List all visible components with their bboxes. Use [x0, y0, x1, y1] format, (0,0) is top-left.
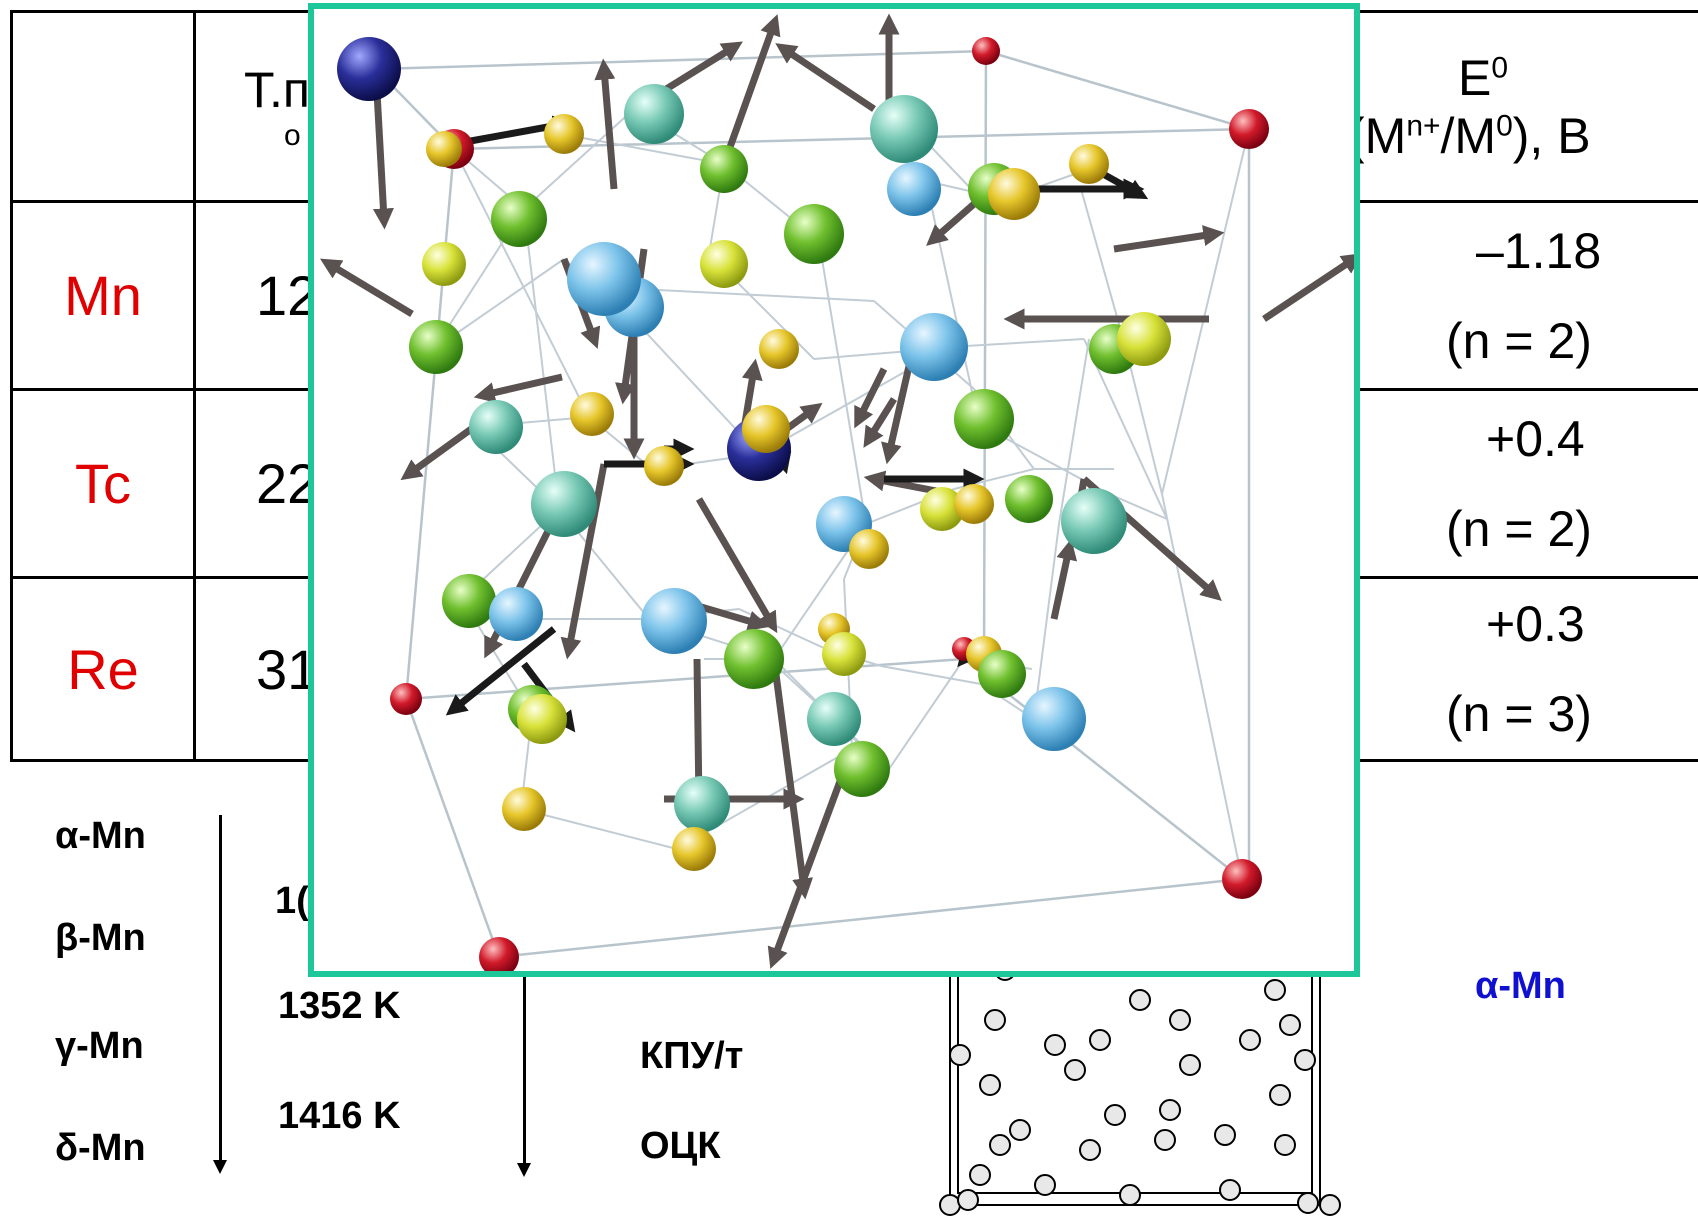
- moment-arrows: [329, 24, 1354, 959]
- structure-bcc: ОЦК: [640, 1125, 721, 1168]
- temp-1416: 1416 K: [278, 1095, 401, 1138]
- header-empty-cell: [12, 12, 195, 202]
- mn-e0-n: (n = 2): [1446, 296, 1698, 386]
- structure-arrow-shaft: [523, 975, 526, 1165]
- e0-unit: ), B: [1513, 108, 1591, 164]
- alpha-mn-magnetic-structure: [314, 9, 1354, 971]
- re-e0: +0.3 (n = 3): [1345, 578, 1698, 761]
- e0-ion-charge: n+: [1406, 109, 1440, 142]
- re-e0-n: (n = 3): [1446, 669, 1698, 759]
- element-tc: Tc: [12, 390, 195, 578]
- structure-hcp: КПУ/т: [640, 1035, 743, 1078]
- element-mn: Mn: [12, 202, 195, 390]
- phase-delta: δ-Mn: [55, 1127, 146, 1170]
- tc-e0-value: +0.4: [1486, 394, 1698, 484]
- phase-arrow-shaft: [219, 815, 222, 1160]
- right-alpha-mn-label: α-Mn: [1475, 965, 1566, 1008]
- e0-symbol: E: [1458, 50, 1491, 106]
- phase-beta: β-Mn: [55, 917, 146, 960]
- atoms: [337, 37, 1269, 971]
- temp-1352: 1352 K: [278, 985, 401, 1028]
- mn-e0-value: –1.18: [1476, 206, 1698, 296]
- alpha-mn-structure-diagram: [930, 965, 1350, 1219]
- e0-metal-m: /M: [1441, 108, 1497, 164]
- e0-superscript: 0: [1491, 51, 1508, 84]
- tc-e0-n: (n = 2): [1446, 484, 1698, 574]
- phase-alpha: α-Mn: [55, 815, 146, 858]
- temp-partial: 1(: [275, 880, 309, 923]
- phase-gamma: γ-Mn: [55, 1025, 144, 1068]
- e0-metal-zero: 0: [1496, 109, 1513, 142]
- tc-e0: +0.4 (n = 2): [1345, 390, 1698, 578]
- element-re: Re: [12, 578, 195, 761]
- re-e0-value: +0.3: [1486, 579, 1698, 669]
- header-e0: E0 (Mn+/M0), B: [1345, 12, 1698, 202]
- crystal-structure-overlay: [308, 3, 1360, 977]
- structure-arrow-head: [517, 1163, 531, 1177]
- phase-arrow-head: [213, 1160, 227, 1174]
- mn-e0: –1.18 (n = 2): [1345, 202, 1698, 390]
